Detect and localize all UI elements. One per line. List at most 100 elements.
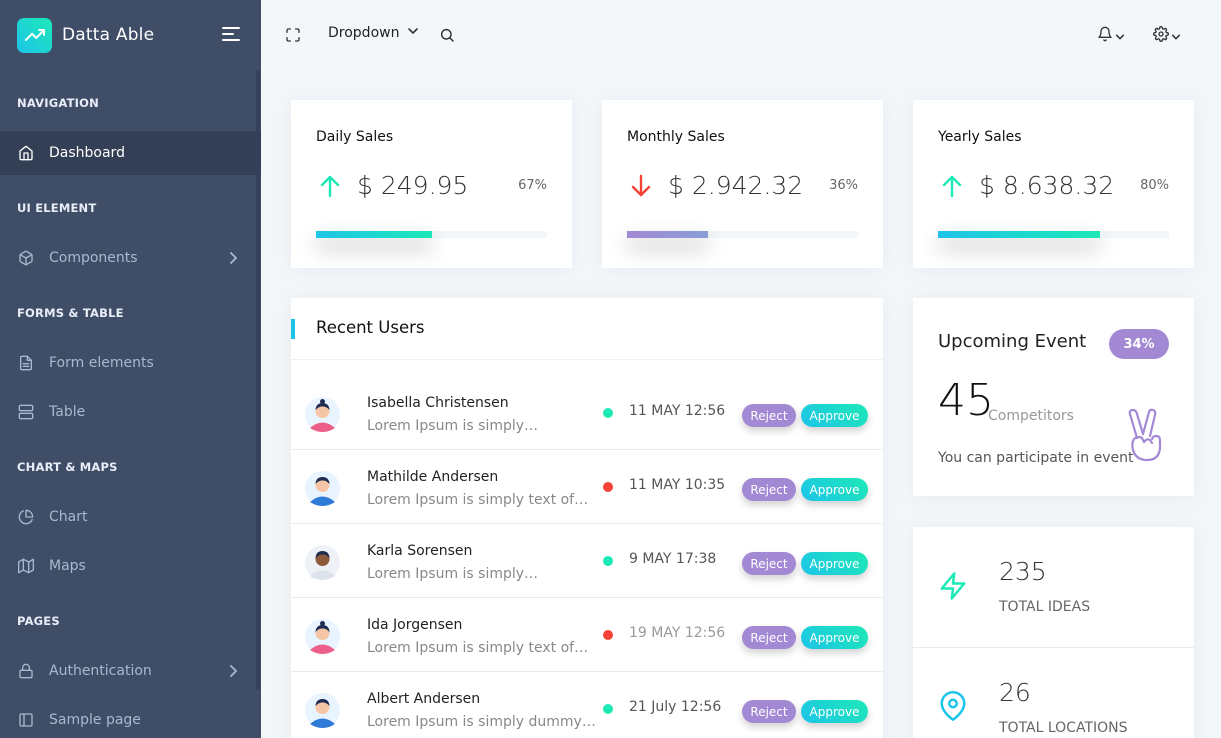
sidebar-scrollbar[interactable] [256,70,260,690]
fullscreen-icon[interactable] [285,27,301,47]
sales-progress [938,231,1169,238]
nav-caption-ui-element: UI ELEMENT [17,201,97,215]
stat-label: TOTAL LOCATIONS [999,720,1128,736]
sidebar-item-table[interactable]: Table [0,390,261,434]
map-pin-icon [938,690,968,726]
header-dropdown-label: Dropdown [328,25,400,41]
sales-progress-fill [938,231,1100,238]
sales-progress [627,231,858,238]
avatar [305,619,340,654]
reject-button[interactable]: Reject [742,626,796,649]
event-text: You can participate in event [938,450,1134,466]
user-time: 21 July 12:56 [629,699,722,715]
sales-progress-fill [627,231,708,238]
user-description: Lorem Ipsum is simply… [367,566,539,582]
user-name: Karla Sorensen [367,543,473,559]
upcoming-event-card: Upcoming Event 34% 45 Competitors You ca… [913,298,1194,496]
sales-title: Monthly Sales [627,129,725,145]
avatar [305,545,340,580]
user-time: 19 MAY 12:56 [629,625,726,641]
avatar [305,693,340,728]
sidebar-item-chart[interactable]: Chart [0,495,261,539]
avatar [305,397,340,432]
sales-title: Yearly Sales [938,129,1022,145]
reject-button[interactable]: Reject [742,478,796,501]
user-name: Mathilde Andersen [367,469,499,485]
status-dot [603,556,613,566]
sidebar-item-label: Table [49,404,86,420]
sidebar-item-dashboard[interactable]: Dashboard [0,131,261,175]
yearly-sales-card: Yearly Sales $ 8.638.32 80% [913,100,1194,268]
reject-button[interactable]: Reject [742,552,796,575]
recent-users-title: Recent Users [316,318,425,337]
bell-icon [1097,26,1113,46]
user-description: Lorem Ipsum is simply… [367,418,539,434]
server-icon [17,403,35,421]
top-header: Dropdown [261,0,1221,70]
event-badge: 34% [1109,329,1169,359]
sidebar-item-label: Dashboard [49,145,125,161]
arrow-down-icon [630,174,652,202]
box-icon [17,249,35,267]
divider [913,647,1194,648]
table-row: Albert Andersen Lorem Ipsum is simply dum… [291,672,883,738]
stat-value: 26 [999,678,1031,707]
sales-value: $ 8.638.32 [979,171,1115,200]
settings-dropdown[interactable] [1153,26,1181,46]
pie-chart-icon [17,508,35,526]
sales-value: $ 2.942.32 [668,171,804,200]
chevron-right-icon [228,252,238,268]
daily-sales-card: Daily Sales $ 249.95 67% [291,100,572,268]
table-row: Karla Sorensen Lorem Ipsum is simply… 9 MA… [291,524,883,598]
stat-row: 235 TOTAL IDEAS [913,527,1194,648]
chevron-down-icon [1171,27,1181,46]
sidebar: Datta Able NAVIGATION Dashboard UI ELEME… [0,0,261,738]
sidebar-item-label: Authentication [49,663,152,679]
nav-caption-chart-maps: CHART & MAPS [17,460,118,474]
recent-users-header: Recent Users [291,298,883,360]
user-name: Isabella Christensen [367,395,509,411]
chevron-down-icon [407,25,419,41]
status-dot [603,704,613,714]
menu-toggle-icon[interactable] [222,27,242,43]
monthly-sales-card: Monthly Sales $ 2.942.32 36% [602,100,883,268]
sales-progress [316,231,547,238]
stat-value: 235 [999,557,1047,586]
search-icon[interactable] [439,27,455,47]
table-row: Ida Jorgensen Lorem Ipsum is simply text … [291,598,883,672]
sidebar-item-form-elements[interactable]: Form elements [0,341,261,385]
chevron-down-icon [1115,27,1125,46]
status-dot [603,630,613,640]
sidebar-item-sample-page[interactable]: Sample page [0,698,261,738]
approve-button[interactable]: Approve [801,478,868,501]
sales-percent: 80% [1140,178,1169,193]
sidebar-icon [17,711,35,729]
sidebar-item-label: Maps [49,558,86,574]
sidebar-item-authentication[interactable]: Authentication [0,649,261,693]
file-text-icon [17,354,35,372]
approve-button[interactable]: Approve [801,700,868,723]
reject-button[interactable]: Reject [742,700,796,723]
table-row: Mathilde Andersen Lorem Ipsum is simply t… [291,450,883,524]
user-time: 11 MAY 12:56 [629,403,726,419]
chevron-right-icon [228,665,238,681]
status-dot [603,482,613,492]
header-dropdown[interactable]: Dropdown [328,25,419,41]
avatar [305,471,340,506]
approve-button[interactable]: Approve [801,552,868,575]
status-dot [603,408,613,418]
accent-bar [291,319,295,339]
sidebar-item-maps[interactable]: Maps [0,544,261,588]
zap-icon [938,570,968,606]
nav-caption-navigation: NAVIGATION [17,96,99,110]
approve-button[interactable]: Approve [801,626,868,649]
notifications-dropdown[interactable] [1097,26,1125,46]
user-description: Lorem Ipsum is simply text of… [367,492,589,508]
approve-button[interactable]: Approve [801,404,868,427]
sidebar-item-components[interactable]: Components [0,236,261,280]
event-count: 45 [938,375,994,426]
user-description: Lorem Ipsum is simply dummy… [367,714,596,730]
reject-button[interactable]: Reject [742,404,796,427]
nav-caption-forms-table: FORMS & TABLE [17,306,124,320]
brand[interactable]: Datta Able [0,0,261,70]
